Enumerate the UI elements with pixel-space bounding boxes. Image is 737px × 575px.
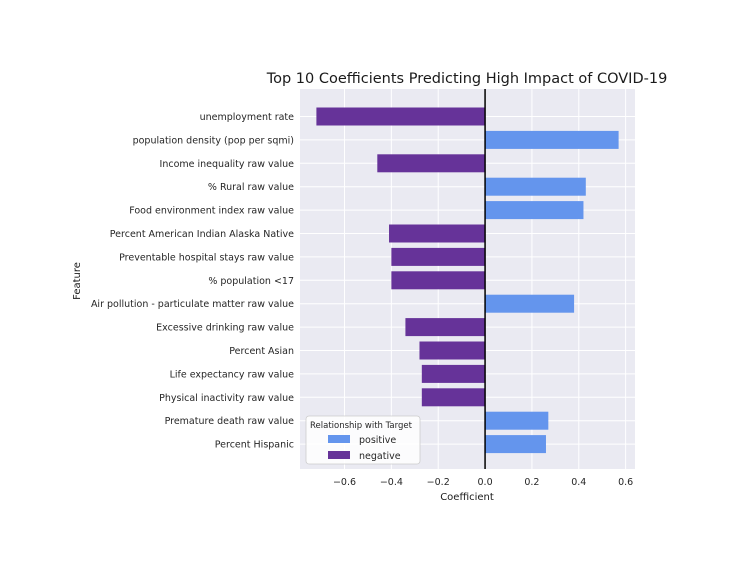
- bar-positive: [485, 411, 549, 430]
- y-tick-label: Percent Asian: [229, 346, 294, 357]
- y-tick-label: unemployment rate: [200, 112, 295, 123]
- y-axis-label: Feature: [72, 262, 83, 300]
- y-tick-label: Physical inactivity raw value: [159, 393, 294, 404]
- y-tick-label: Excessive drinking raw value: [156, 323, 294, 334]
- legend-swatch-negative: [328, 451, 350, 459]
- y-tick-label: Air pollution - particulate matter raw v…: [91, 299, 294, 310]
- bar-negative: [421, 364, 486, 383]
- bar-negative: [421, 388, 486, 407]
- bar-positive: [485, 294, 575, 313]
- x-tick-label: −0.4: [380, 477, 403, 488]
- x-tick-label: −0.2: [427, 477, 450, 488]
- y-tick-label: Percent American Indian Alaska Native: [110, 229, 294, 240]
- x-tick-label: 0.0: [478, 477, 493, 488]
- x-tick-label: −0.6: [333, 477, 356, 488]
- y-tick-label: Life expectancy raw value: [170, 369, 295, 380]
- x-tick-labels: −0.6 −0.4 −0.2 0.0 0.2 0.4 0.6: [333, 477, 633, 488]
- y-tick-labels: unemployment rate population density (pop…: [91, 112, 294, 451]
- bar-negative: [419, 341, 486, 360]
- y-tick-label: Food environment index raw value: [129, 206, 294, 217]
- y-tick-label: population density (pop per sqmi): [133, 135, 294, 146]
- bars: [316, 107, 619, 454]
- bar-negative: [377, 154, 486, 173]
- y-tick-label: % Rural raw value: [208, 182, 294, 193]
- legend-label-negative: negative: [359, 451, 401, 462]
- bar-negative: [316, 107, 486, 126]
- bar-negative: [391, 247, 486, 266]
- x-tick-label: 0.2: [524, 477, 539, 488]
- y-tick-label: Premature death raw value: [165, 416, 295, 427]
- x-axis-label: Coefficient: [440, 492, 494, 503]
- bar-negative: [391, 271, 486, 290]
- legend: Relationship with Target positive negati…: [305, 415, 421, 465]
- legend-label-positive: positive: [359, 435, 396, 446]
- bar-negative: [405, 318, 486, 337]
- bar-negative: [389, 224, 486, 243]
- y-tick-label: Income inequality raw value: [160, 159, 295, 170]
- bar-positive: [485, 435, 546, 454]
- y-tick-label: Preventable hospital stays raw value: [119, 252, 294, 263]
- bar-positive: [485, 201, 584, 220]
- y-tick-label: Percent Hispanic: [215, 440, 294, 451]
- x-tick-label: 0.6: [618, 477, 633, 488]
- x-tick-label: 0.4: [571, 477, 586, 488]
- bar-positive: [485, 177, 586, 196]
- bar-positive: [485, 130, 619, 149]
- legend-title: Relationship with Target: [310, 421, 413, 431]
- chart-title: Top 10 Coefficients Predicting High Impa…: [266, 71, 668, 87]
- legend-swatch-positive: [328, 435, 350, 443]
- y-tick-label: % population <17: [208, 276, 294, 287]
